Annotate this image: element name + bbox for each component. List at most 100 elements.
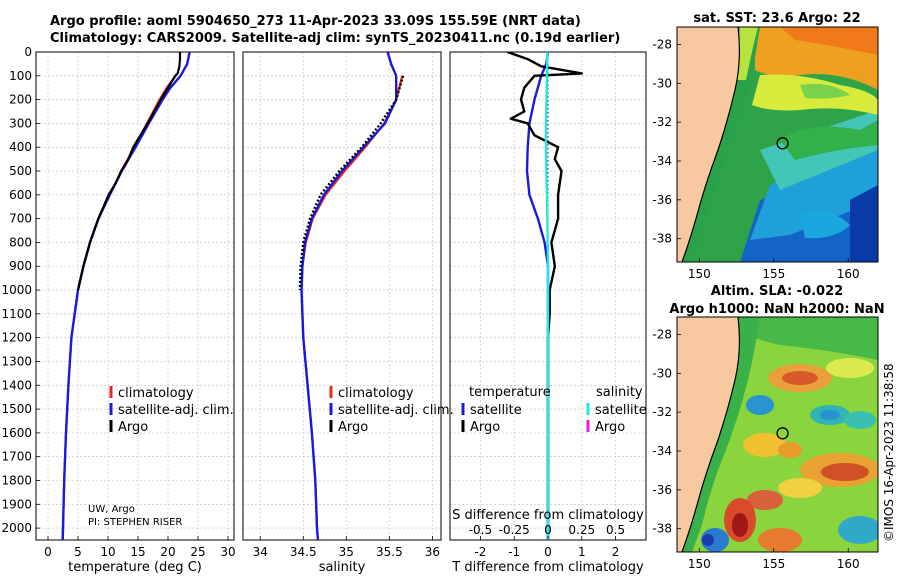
s-tick-label: 0.5 <box>606 523 625 537</box>
y-tick-label: 1200 <box>1 331 32 345</box>
x-tick-label: 2 <box>612 545 620 559</box>
s-tick-label: 0.25 <box>568 523 595 537</box>
legend-sal-satellite-label: satellite <box>595 403 647 418</box>
map-y-tick-label: -30 <box>652 76 672 90</box>
y-tick-label: 400 <box>9 140 32 154</box>
x-tick-label: 20 <box>160 545 175 559</box>
map-y-tick-label: -34 <box>652 444 672 458</box>
salinity-legend: climatology satellite-adj. clim. Argo <box>329 386 454 435</box>
difference-x-ticks: -2 -1 0 1 2 <box>474 536 619 559</box>
legend-climatology-label: climatology <box>118 386 194 401</box>
x-tick-label: 0 <box>44 545 52 559</box>
map-x-tick-label: 150 <box>688 557 711 571</box>
map-y-tick-label: -36 <box>652 193 672 207</box>
difference-lines <box>507 52 583 540</box>
series-line-satellite-adj-clim- <box>300 52 398 540</box>
map-x-tick-label: 155 <box>762 267 785 281</box>
series-line-climatology <box>300 75 404 540</box>
y-tick-label: 1800 <box>1 473 32 487</box>
sst-map-y-ticks: -28 -30 -32 -34 -36 -38 <box>652 37 681 246</box>
s-tick-label: 0 <box>544 523 552 537</box>
y-tick-label: 2000 <box>1 521 32 535</box>
s-difference-label: S difference from climatology <box>452 508 644 523</box>
y-tick-label: 600 <box>9 188 32 202</box>
legend-temp-satellite-label: satellite <box>470 403 522 418</box>
temperature-lines <box>61 52 191 540</box>
x-tick-label: 35.5 <box>376 545 403 559</box>
difference-panel: -2 -1 0 1 2 T difference from climatology S … <box>449 51 647 575</box>
y-tick-label: 1500 <box>1 402 32 416</box>
argo-position-marker <box>776 137 789 150</box>
map-y-tick-label: -32 <box>652 115 672 129</box>
map-y-tick-label: -30 <box>652 366 672 380</box>
copyright-stamp: ©IMOS 16-Apr-2023 11:38:58 <box>882 363 896 542</box>
sla-map-x-ticks: 150 155 160 <box>688 548 860 571</box>
y-tick-label: 300 <box>9 116 32 130</box>
figure-title-line-1: Argo profile: aoml 5904650_273 11-Apr-20… <box>50 14 581 29</box>
temperature-grid <box>36 51 234 540</box>
legend-climatology-label: climatology <box>338 386 414 401</box>
salinity-x-ticks: 34 34.5 35 35.5 36 <box>253 536 440 559</box>
sla-map-title-1: Altim. SLA: -0.022 <box>711 284 843 299</box>
sla-map-frame <box>676 316 879 553</box>
sst-map-image <box>677 27 878 262</box>
x-tick-label: 0 <box>544 545 552 559</box>
series-line-salinity-satellite <box>544 52 550 540</box>
y-tick-label: 1900 <box>1 497 32 511</box>
y-tick-label: 0 <box>24 45 32 59</box>
sst-map-x-ticks: 150 155 160 <box>688 258 860 281</box>
temperature-axes-frame <box>35 51 235 541</box>
series-line-satellite-adj-clim- <box>61 52 191 540</box>
temperature-x-label: temperature (deg C) <box>68 560 202 575</box>
temperature-panel: 0100200300400500600700800900100011001200… <box>1 45 235 575</box>
sla-map-image <box>677 317 878 552</box>
sst-map-title: sat. SST: 23.6 Argo: 22 <box>693 11 860 26</box>
map-y-tick-label: -32 <box>652 405 672 419</box>
legend-argo-label: Argo <box>118 420 148 435</box>
y-tick-label: 800 <box>9 235 32 249</box>
y-tick-label: 1100 <box>1 307 32 321</box>
map-y-tick-label: -38 <box>652 232 672 246</box>
x-tick-label: 36 <box>425 545 440 559</box>
y-tick-label: 700 <box>9 212 32 226</box>
map-y-tick-label: -38 <box>652 522 672 536</box>
series-line-temperature-argo <box>507 52 583 540</box>
s-difference-ticks: -0.5 -0.25 0 0.25 0.5 <box>469 523 625 537</box>
salinity-lines <box>298 52 405 540</box>
x-tick-label: -2 <box>474 545 486 559</box>
legend-satellite-adj-label: satellite-adj. clim. <box>338 403 454 418</box>
salinity-grid <box>243 51 441 540</box>
series-line-argo <box>76 52 182 291</box>
sla-map-title-2: Argo h1000: NaN h2000: NaN <box>669 302 884 317</box>
map-y-tick-label: -34 <box>652 154 672 168</box>
x-tick-label: 25 <box>190 545 205 559</box>
y-tick-label: 1300 <box>1 354 32 368</box>
legend-temperature-title: temperature <box>469 385 551 400</box>
legend-temp-argo-label: Argo <box>470 420 500 435</box>
credit-institution: UW, Argo <box>88 504 135 515</box>
map-x-tick-label: 155 <box>762 557 785 571</box>
y-tick-label: 200 <box>9 93 32 107</box>
y-tick-label: 100 <box>9 69 32 83</box>
x-tick-label: 15 <box>130 545 145 559</box>
x-tick-label: 1 <box>578 545 586 559</box>
legend-satellite-adj-label: satellite-adj. clim. <box>118 403 234 418</box>
series-line-climatology <box>61 75 177 540</box>
map-x-tick-label: 160 <box>837 267 860 281</box>
map-y-tick-label: -36 <box>652 483 672 497</box>
credit-pi: PI: STEPHEN RISER <box>88 517 182 528</box>
s-tick-label: -0.25 <box>499 523 530 537</box>
y-tick-label: 900 <box>9 259 32 273</box>
s-tick-label: -0.5 <box>469 523 492 537</box>
difference-legend: temperature salinity satellite Argo sate… <box>461 385 647 435</box>
sst-map-panel: sat. SST: 23.6 Argo: 22 -28-30-32-34-36-… <box>652 11 879 281</box>
y-tick-label: 1400 <box>1 378 32 392</box>
map-x-tick-label: 150 <box>688 267 711 281</box>
salinity-x-label: salinity <box>319 560 366 575</box>
x-tick-label: 34.5 <box>290 545 317 559</box>
legend-argo-label: Argo <box>338 420 368 435</box>
x-tick-label: 34 <box>253 545 268 559</box>
y-tick-label: 500 <box>9 164 32 178</box>
temperature-x-ticks: 0 5 10 15 20 25 30 <box>44 536 236 559</box>
